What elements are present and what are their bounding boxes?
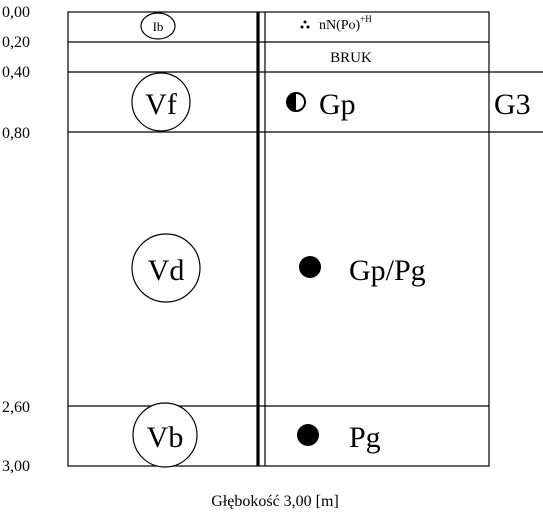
depth-label: 0,40	[2, 64, 30, 81]
soil-class-label: Vf	[145, 88, 177, 121]
filled-circle-icon	[297, 424, 319, 446]
soil-class-circle	[131, 233, 201, 303]
side-label: G3	[494, 88, 531, 121]
lithology-label: BRUK	[330, 50, 372, 66]
lithology-label: nN(Po)+H	[319, 14, 372, 33]
lithology-label: Gp	[319, 88, 356, 121]
depth-caption: Głębokość 3,00 [m]	[211, 493, 339, 510]
lithology-label: Pg	[349, 421, 381, 454]
depth-label: 0,20	[2, 34, 30, 51]
lithology-label: Gp/Pg	[349, 254, 426, 287]
lithology-pg: Pg	[297, 421, 381, 454]
lithology-gp-pg: Gp/Pg	[299, 254, 426, 287]
soil-class-ib: Ib	[140, 12, 176, 40]
soil-class-vd: Vd	[131, 233, 201, 303]
soil-class-circle	[132, 402, 198, 468]
depth-label: 0,00	[2, 4, 30, 21]
soil-class-vf: Vf	[131, 72, 191, 132]
lithology-top: nN(Po)+H	[300, 14, 372, 33]
soil-class-vb: Vb	[132, 402, 198, 468]
dots-icon	[300, 20, 310, 29]
soil-class-circle	[131, 72, 191, 132]
soil-class-label: Vd	[148, 254, 185, 287]
lithology-superscript: +H	[360, 14, 372, 24]
depth-label: 3,00	[2, 458, 30, 475]
lithology-text: nN(Po)	[319, 18, 361, 33]
soil-class-label: Ib	[153, 19, 164, 34]
soil-class-label: Vb	[147, 421, 184, 454]
filled-circle-icon	[299, 256, 321, 278]
lithology-gp: Gp	[286, 88, 356, 121]
log-frame	[67, 11, 490, 467]
soil-class-circle	[140, 12, 176, 40]
half-filled-circle-icon	[286, 92, 306, 112]
depth-label: 0,80	[2, 125, 30, 142]
depth-label: 2,60	[2, 399, 30, 416]
